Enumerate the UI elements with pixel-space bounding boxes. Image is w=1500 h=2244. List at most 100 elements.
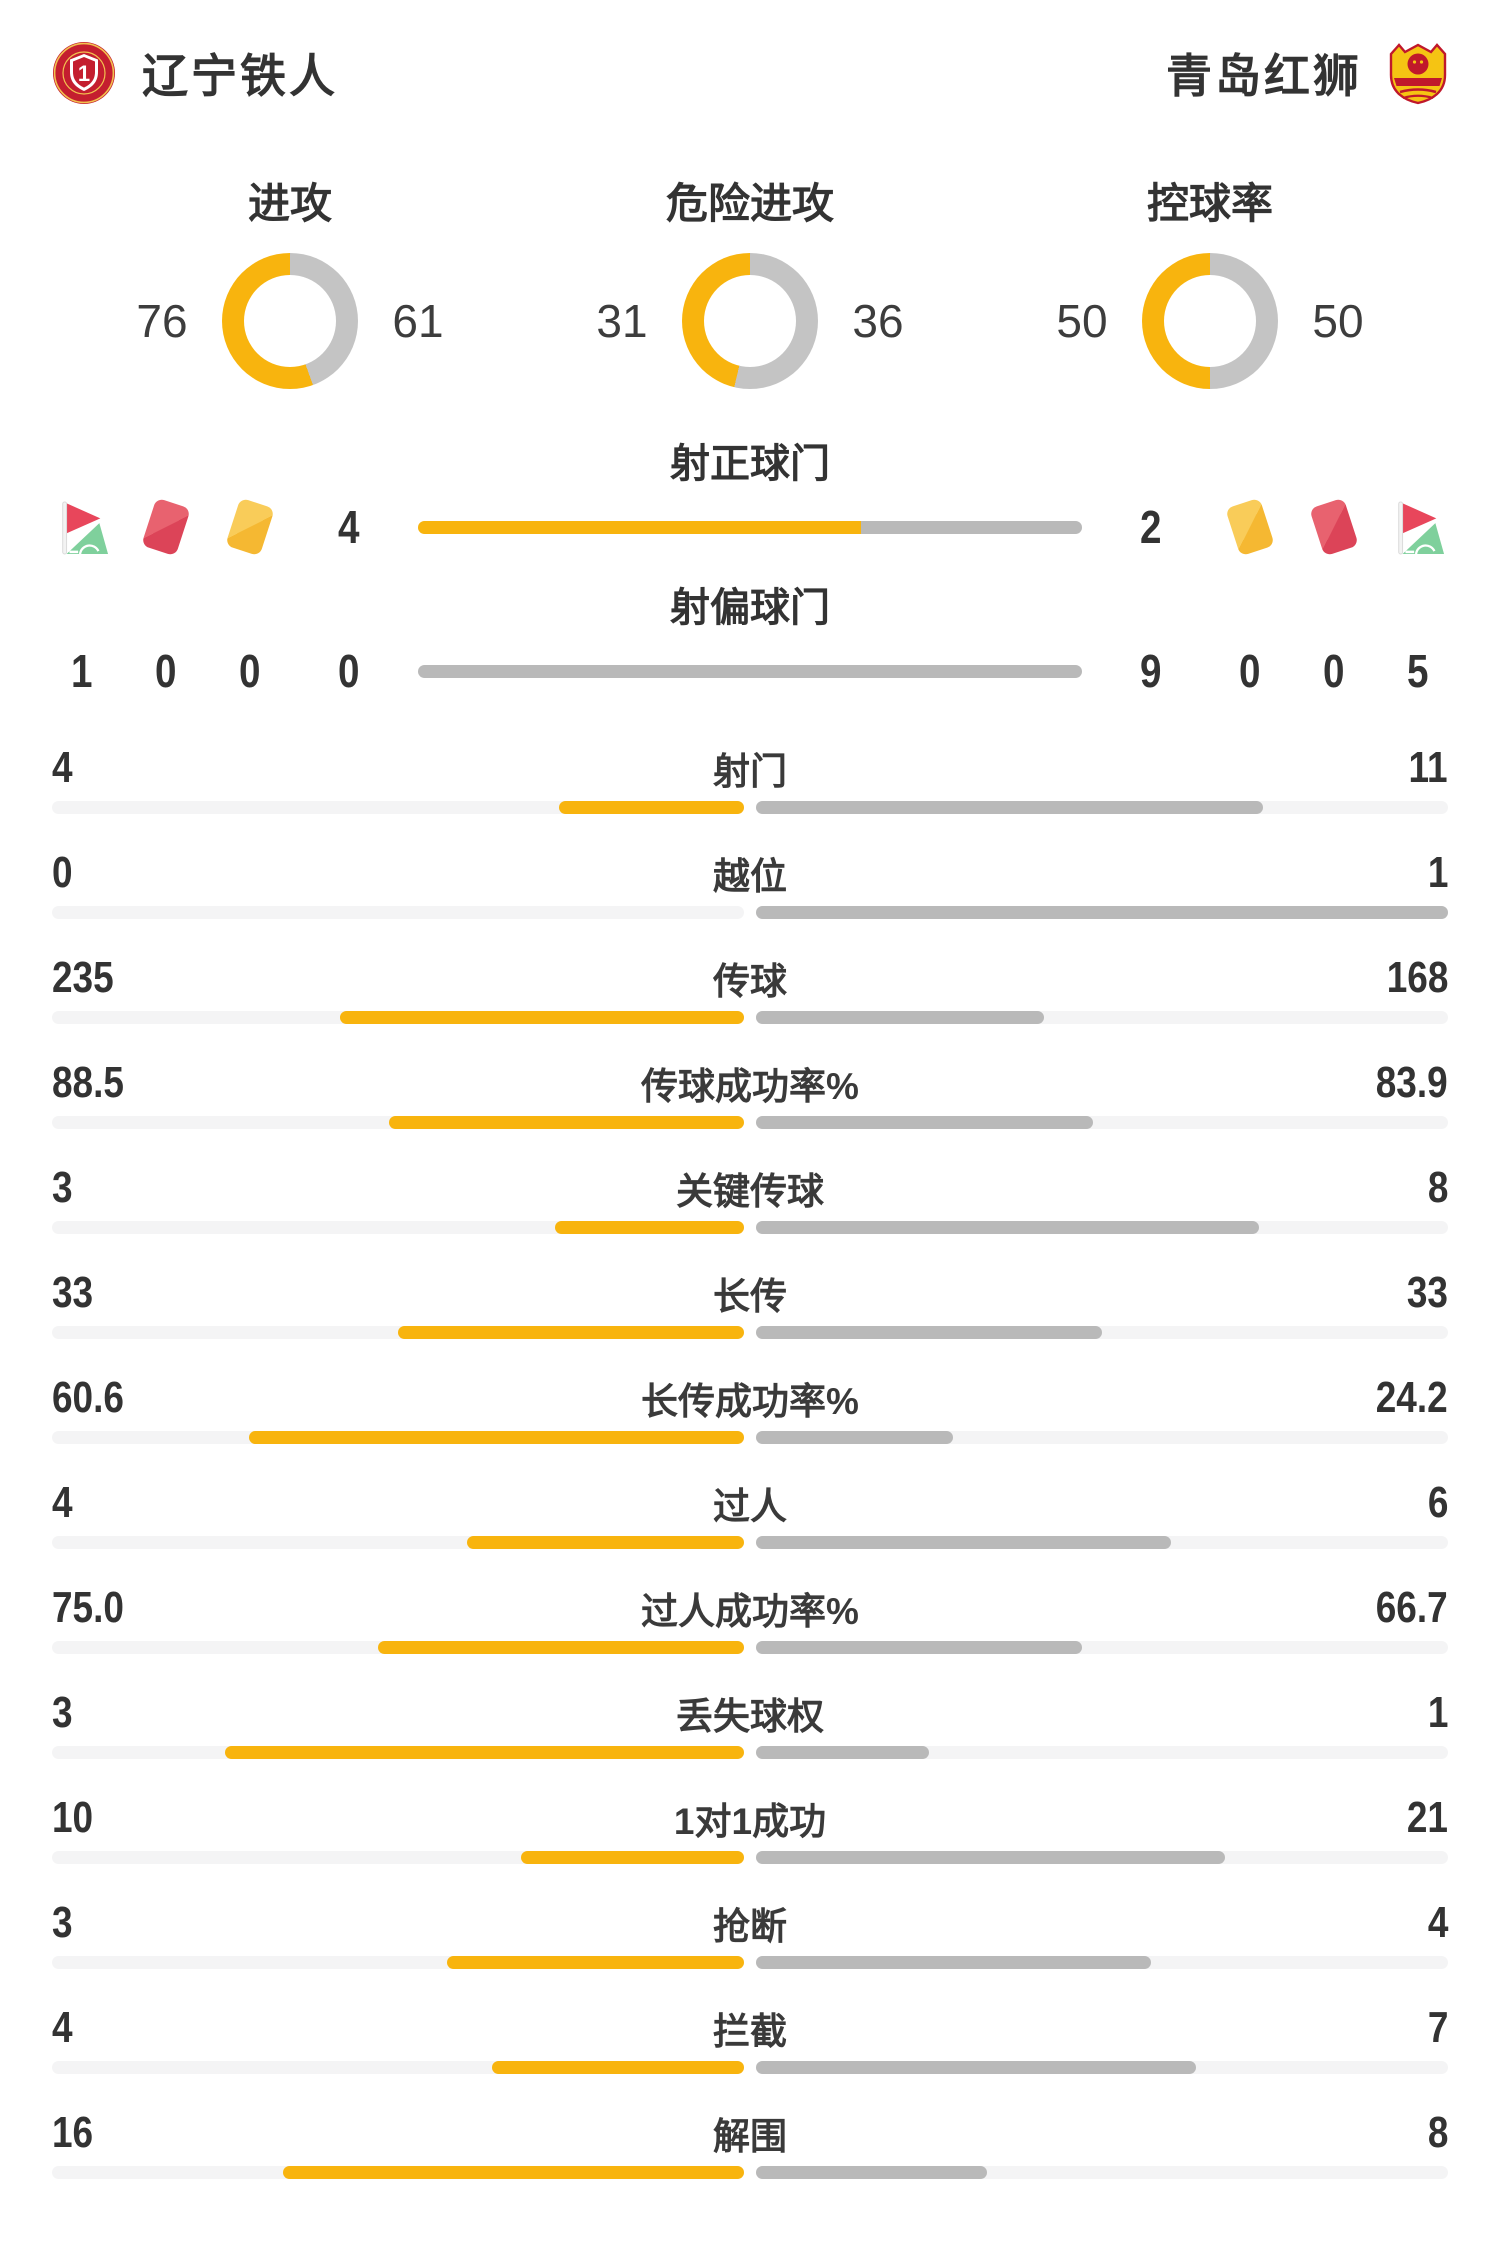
stat-home-bar-fill bbox=[282, 2166, 744, 2179]
donut-chart bbox=[222, 253, 358, 389]
stat-away-value: 24.2 bbox=[1376, 1373, 1448, 1422]
stat-away-bar-track bbox=[756, 906, 1448, 919]
stat-away-bar-fill bbox=[756, 906, 1448, 919]
stat-away-value: 83.9 bbox=[1376, 1058, 1448, 1107]
shots-off-target-away-segment bbox=[418, 664, 1082, 678]
stat-home-bar-track bbox=[52, 1641, 744, 1654]
stat-row: 33 长传 33 bbox=[52, 1256, 1448, 1339]
stat-away-bar-fill bbox=[756, 1221, 1260, 1234]
stat-home-bar-fill bbox=[225, 1746, 744, 1759]
away-corner-kicks-value: 5 bbox=[1407, 645, 1429, 697]
stat-away-bar-fill bbox=[756, 1431, 954, 1444]
stat-home-bar-track bbox=[52, 2061, 744, 2074]
shots-off-target-label: 射偏球门 bbox=[670, 586, 830, 630]
donut-group: 危险进攻 31 36 bbox=[520, 170, 980, 389]
stat-home-bar-fill bbox=[467, 1536, 744, 1549]
home-team: 1 辽宁铁人 bbox=[52, 40, 338, 106]
stat-home-value: 16 bbox=[52, 2108, 94, 2157]
stat-away-value: 4 bbox=[1427, 1898, 1448, 1947]
stat-row-header: 3 丢失球权 1 bbox=[52, 1688, 1448, 1738]
stat-away-bar-track bbox=[756, 801, 1448, 814]
stat-home-bar-track bbox=[52, 1116, 744, 1129]
away-team-name: 青岛红狮 bbox=[1166, 50, 1362, 102]
stat-home-bar-track bbox=[52, 801, 744, 814]
stat-home-bar-fill bbox=[492, 2061, 744, 2074]
stat-label: 越位 bbox=[713, 856, 787, 897]
donut-label: 危险进攻 bbox=[665, 180, 834, 227]
discipline-row: 1 0 0 0 9 0 0 5 bbox=[0, 633, 1500, 709]
donut-charts-section: 进攻 76 61 危险进攻 31 36 控球率 50 50 bbox=[0, 170, 1500, 389]
home-shots-off-target-value: 0 bbox=[338, 645, 360, 697]
stat-away-bar-track bbox=[756, 1221, 1448, 1234]
stat-away-bar-fill bbox=[756, 1011, 1045, 1024]
stat-away-bar-fill bbox=[756, 1326, 1102, 1339]
donut-home-value: 31 bbox=[596, 295, 648, 347]
stat-home-bar-track bbox=[52, 906, 744, 919]
stat-away-value: 6 bbox=[1427, 1478, 1448, 1527]
stat-row: 75.0 过人成功率% 66.7 bbox=[52, 1571, 1448, 1654]
away-team: 青岛红狮 bbox=[1166, 40, 1448, 106]
stat-home-value: 3 bbox=[52, 1898, 73, 1947]
stat-home-value: 3 bbox=[52, 1688, 73, 1737]
stat-away-bar-track bbox=[756, 1641, 1448, 1654]
stat-home-value: 60.6 bbox=[52, 1373, 124, 1422]
stat-bars bbox=[52, 2061, 1448, 2074]
corner-flag-icon bbox=[1391, 498, 1445, 556]
shots-on-target-label: 射正球门 bbox=[670, 442, 830, 486]
stat-label: 丢失球权 bbox=[676, 1696, 824, 1737]
donut-row: 76 61 bbox=[128, 253, 452, 389]
stat-home-value: 0 bbox=[52, 848, 73, 897]
shots-on-target-bar bbox=[418, 520, 1082, 534]
stat-away-bar-track bbox=[756, 1011, 1448, 1024]
stat-row: 3 关键传球 8 bbox=[52, 1151, 1448, 1234]
donut-away-value: 36 bbox=[852, 295, 904, 347]
stat-row-header: 4 射门 11 bbox=[52, 743, 1448, 793]
stat-label: 长传成功率% bbox=[641, 1381, 859, 1422]
home-team-name: 辽宁铁人 bbox=[142, 50, 338, 102]
donut-label: 控球率 bbox=[1146, 180, 1273, 227]
stat-row-header: 88.5 传球成功率% 83.9 bbox=[52, 1058, 1448, 1108]
stat-away-value: 168 bbox=[1386, 953, 1448, 1002]
stat-away-value: 66.7 bbox=[1376, 1583, 1448, 1632]
stat-row-header: 10 1对1成功 21 bbox=[52, 1793, 1448, 1843]
donut-home-value: 76 bbox=[136, 295, 188, 347]
stat-away-bar-fill bbox=[756, 1536, 1172, 1549]
stat-home-value: 88.5 bbox=[52, 1058, 124, 1107]
away-shots-off-target-value: 9 bbox=[1140, 645, 1162, 697]
red-card-icon bbox=[141, 497, 191, 557]
stat-row: 16 解围 8 bbox=[52, 2096, 1448, 2179]
stat-home-bar-track bbox=[52, 1221, 744, 1234]
stat-home-bar-fill bbox=[559, 801, 744, 814]
stat-home-value: 4 bbox=[52, 1478, 73, 1527]
away-yellow-cards-value: 0 bbox=[1239, 645, 1261, 697]
stat-row: 3 抢断 4 bbox=[52, 1886, 1448, 1969]
stat-home-bar-fill bbox=[520, 1851, 744, 1864]
stat-bars bbox=[52, 1221, 1448, 1234]
stat-bars bbox=[52, 801, 1448, 814]
shots-on-target-away-segment bbox=[860, 520, 1082, 534]
stat-home-bar-track bbox=[52, 1536, 744, 1549]
stat-rows-section: 4 射门 11 0 越位 1 235 bbox=[0, 731, 1500, 2179]
stat-label: 过人 bbox=[713, 1486, 787, 1527]
stat-home-bar-track bbox=[52, 1851, 744, 1864]
stat-away-bar-track bbox=[756, 1746, 1448, 1759]
stat-row: 3 丢失球权 1 bbox=[52, 1676, 1448, 1759]
match-header: 1 辽宁铁人 青岛红狮 bbox=[0, 0, 1500, 106]
yellow-card-icon bbox=[225, 497, 275, 557]
stat-row: 4 过人 6 bbox=[52, 1466, 1448, 1549]
stat-bars bbox=[52, 1536, 1448, 1549]
stat-row-header: 4 过人 6 bbox=[52, 1478, 1448, 1528]
stat-label: 传球成功率% bbox=[641, 1066, 859, 1107]
home-shots-on-target-value: 4 bbox=[338, 501, 360, 553]
stat-row-header: 75.0 过人成功率% 66.7 bbox=[52, 1583, 1448, 1633]
away-red-cards-value: 0 bbox=[1323, 645, 1345, 697]
donut-away-value: 61 bbox=[392, 295, 444, 347]
stat-home-bar-fill bbox=[388, 1116, 744, 1129]
home-team-badge-icon: 1 bbox=[52, 41, 116, 105]
stat-row-header: 33 长传 33 bbox=[52, 1268, 1448, 1318]
stat-home-bar-track bbox=[52, 1956, 744, 1969]
red-card-icon bbox=[1309, 497, 1359, 557]
stat-row-header: 16 解围 8 bbox=[52, 2108, 1448, 2158]
stat-away-value: 7 bbox=[1427, 2003, 1448, 2052]
